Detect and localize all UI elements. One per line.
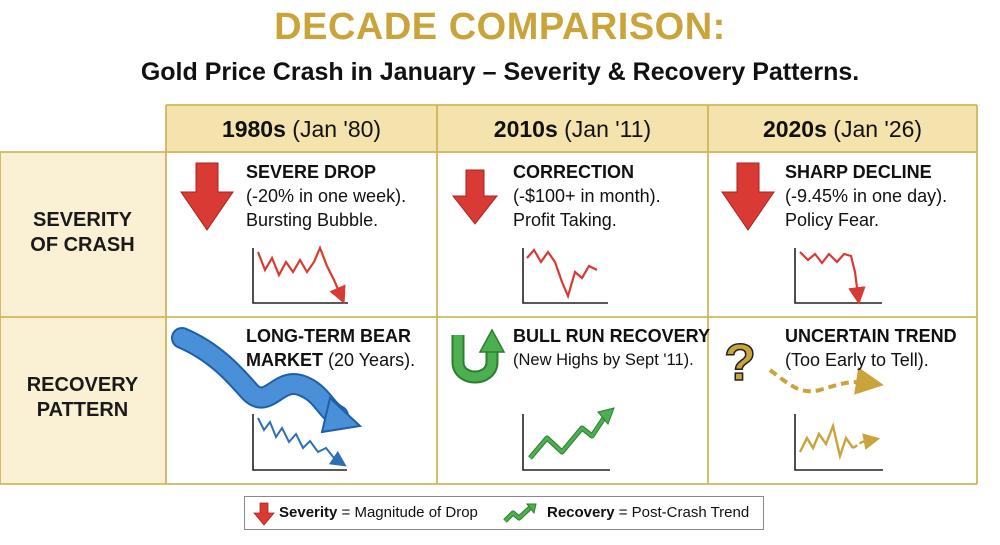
decade-label: 2010s — [493, 116, 558, 142]
severity-heading: SEVERE DROP — [246, 162, 377, 182]
severity-mini-chart-1980s — [252, 245, 348, 305]
row-header-line: SEVERITY — [33, 209, 132, 231]
recovery-heading: UNCERTAIN TREND — [785, 326, 957, 346]
page-title: DECADE COMPARISON: — [274, 6, 726, 48]
row-header-severity: SEVERITY OF CRASH — [0, 208, 165, 258]
severity-text-2010s: CORRECTION (-$100+ in month). Profit Tak… — [513, 160, 661, 232]
row-header-line: OF CRASH — [30, 234, 135, 256]
uncertain-trend-dashed-arrow — [768, 367, 884, 395]
severity-heading: CORRECTION — [513, 162, 634, 182]
recovery-heading: LONG-TERM BEAR — [246, 326, 411, 346]
row-header-recovery: RECOVERY PATTERN — [0, 373, 165, 423]
severity-detail: (-20% in one week). — [246, 186, 407, 206]
recovery-text-1980s: LONG-TERM BEAR MARKET (20 Years). — [246, 324, 415, 372]
decade-date: (Jan '26) — [833, 116, 923, 142]
recovery-mini-chart-2020s — [794, 414, 883, 471]
legend-severity: Severity = Magnitude of Drop — [279, 497, 478, 528]
down-arrow-icon-2020s — [721, 162, 775, 231]
decade-label: 1980s — [221, 116, 286, 142]
recovery-detail: (Too Early to Tell). — [785, 350, 929, 370]
column-header-1980s: 1980s (Jan '80) — [166, 106, 437, 152]
recovery-mini-chart-1980s — [252, 414, 347, 471]
severity-cause: Bursting Bubble. — [246, 210, 379, 230]
page-subtitle: Gold Price Crash in January – Severity &… — [140, 58, 860, 86]
legend-down-arrow-icon — [253, 502, 275, 526]
severity-detail: (-$100+ in month). — [513, 186, 661, 206]
recovery-heading-cont: MARKET — [246, 350, 323, 370]
wavy-down-arrow-icon — [171, 327, 363, 434]
legend-recovery-label: Recovery — [547, 504, 615, 521]
severity-cause: Policy Fear. — [785, 210, 880, 230]
down-arrow-icon-1980s — [180, 162, 234, 231]
down-arrow-icon-2010s — [451, 169, 499, 225]
recovery-text-2010s: BULL RUN RECOVERY (New Highs by Sept '11… — [513, 324, 710, 372]
legend-severity-label: Severity — [279, 504, 338, 521]
column-header-2020s: 2020s (Jan '26) — [708, 106, 977, 152]
grid-lines — [0, 104, 978, 485]
severity-text-1980s: SEVERE DROP (-20% in one week). Bursting… — [246, 160, 406, 232]
column-header-2010s: 2010s (Jan '11) — [437, 106, 708, 152]
severity-heading: SHARP DECLINE — [785, 162, 932, 182]
recovery-detail: (New Highs by Sept '11). — [513, 351, 694, 369]
legend-trend-up-icon — [503, 503, 537, 523]
decade-date: (Jan '80) — [292, 116, 382, 142]
side-column-bg — [0, 152, 166, 484]
row-header-line: PATTERN — [36, 399, 129, 421]
legend-recovery: Recovery = Post-Crash Trend — [547, 497, 749, 528]
severity-text-2020s: SHARP DECLINE (-9.45% in one day). Polic… — [785, 160, 947, 232]
legend-recovery-text: = Post-Crash Trend — [618, 504, 750, 521]
legend-box: Severity = Magnitude of Drop Recovery = … — [244, 496, 764, 530]
severity-mini-chart-2010s — [522, 248, 608, 304]
severity-detail: (-9.45% in one day). — [785, 186, 948, 206]
severity-mini-chart-2020s — [794, 248, 882, 305]
recovery-heading: BULL RUN RECOVERY — [513, 326, 711, 346]
legend-severity-text: = Magnitude of Drop — [341, 504, 478, 521]
recovery-text-2020s: UNCERTAIN TREND (Too Early to Tell). — [785, 324, 957, 372]
question-mark-icon: ? — [724, 334, 756, 392]
severity-cause: Profit Taking. — [513, 210, 617, 230]
u-turn-up-arrow-icon — [451, 328, 506, 384]
row-header-line: RECOVERY — [26, 374, 139, 396]
decade-date: (Jan '11) — [564, 116, 652, 142]
recovery-mini-chart-2010s — [522, 407, 615, 471]
header-row-bg — [166, 105, 977, 153]
decade-label: 2020s — [762, 116, 827, 142]
recovery-detail: (20 Years). — [328, 350, 416, 370]
